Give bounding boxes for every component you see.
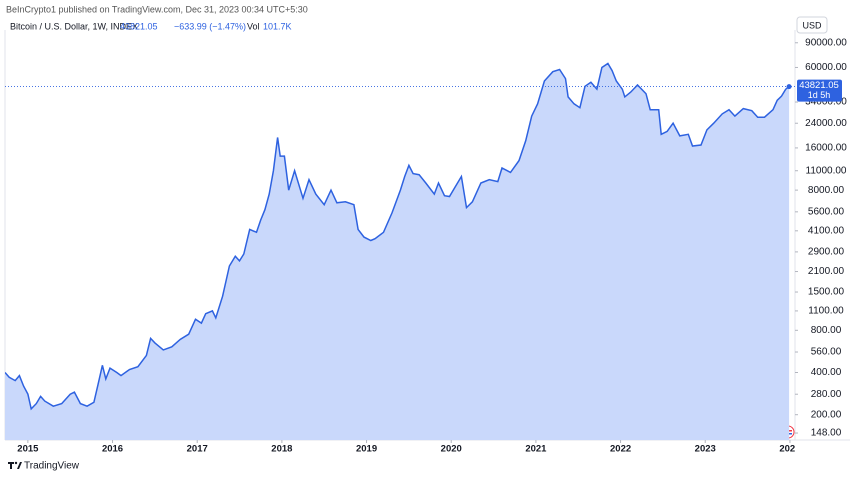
- price-tag-value: 43821.05: [799, 80, 839, 91]
- y-tick-label: 8000.00: [808, 185, 845, 196]
- y-tick-label: 200.00: [811, 409, 842, 420]
- x-tick-label: 2017: [187, 444, 208, 455]
- tradingview-logo: [8, 461, 22, 469]
- x-tick-label: 2018: [271, 444, 292, 455]
- y-tick-label: 24000.00: [805, 118, 847, 129]
- y-tick-label: 60000.00: [805, 62, 847, 73]
- volume-label: Vol: [247, 21, 260, 31]
- y-tick-label: 90000.00: [805, 37, 847, 48]
- y-tick-label: 148.00: [811, 428, 842, 439]
- publisher-line: BeInCrypto1 published on TradingView.com…: [6, 4, 308, 14]
- last-price-dot: [786, 84, 792, 90]
- y-tick-label: 400.00: [811, 367, 842, 378]
- y-tick-label: 1500.00: [808, 287, 845, 298]
- price-tag-countdown: 1d 5h: [808, 90, 831, 100]
- x-tick-label: 2016: [102, 444, 123, 455]
- y-tick-label: 560.00: [811, 347, 842, 358]
- x-axis-labels: 2015 2016 2017 2018 2019 2020 2021 2022 2023 2024: [17, 440, 801, 455]
- x-tick-label: 2022: [610, 444, 631, 455]
- y-tick-label: 800.00: [811, 325, 842, 336]
- y-tick-label: 16000.00: [805, 143, 847, 154]
- x-tick-label: 2021: [525, 444, 547, 455]
- x-tick-label: 2024: [779, 444, 801, 455]
- currency-button[interactable]: [796, 16, 828, 34]
- price-change: −633.99 (−1.47%): [174, 21, 246, 31]
- y-tick-label: 34000.00: [805, 97, 847, 108]
- x-axis: [5, 62, 790, 440]
- y-tick-label: 1100.00: [808, 306, 844, 317]
- area-fill: [5, 63, 790, 440]
- price-line: [5, 62, 790, 411]
- y-tick-label: 11000.00: [806, 165, 847, 176]
- volume-value: 101.7K: [263, 21, 292, 31]
- y-tick-label: 2100.00: [808, 266, 845, 277]
- price-tag: [797, 79, 842, 102]
- y-tick-label: 280.00: [811, 389, 842, 400]
- y-tick-label: 4100.00: [808, 225, 845, 236]
- x-tick-label: 2019: [356, 444, 377, 455]
- x-tick-label: 2020: [441, 444, 462, 455]
- footer-brand: TradingView: [24, 461, 80, 472]
- last-price: 43821.05: [120, 21, 158, 31]
- x-tick-label: 2015: [17, 444, 39, 455]
- x-tick-label: 2023: [695, 444, 716, 455]
- currency-label[interactable]: USD: [802, 20, 822, 30]
- y-tick-label: 5600.00: [808, 206, 845, 217]
- symbol-label[interactable]: Bitcoin / U.S. Dollar, 1W, INDEX: [10, 21, 138, 31]
- y-tick-label: 2900.00: [808, 247, 845, 258]
